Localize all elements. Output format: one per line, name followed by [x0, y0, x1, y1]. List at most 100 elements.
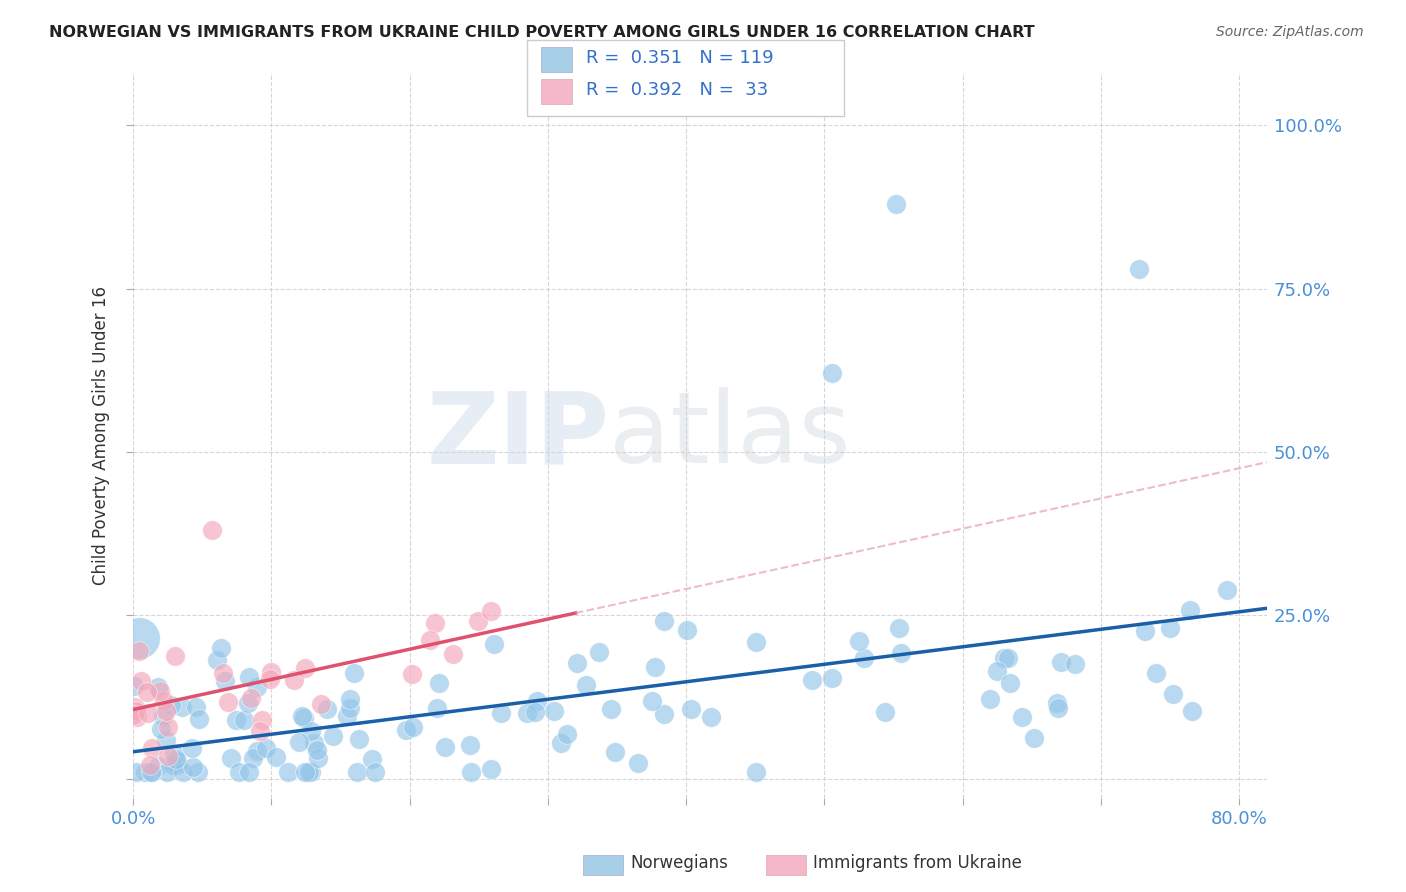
Point — [605, 745, 627, 759]
Point — [1128, 262, 1150, 277]
Point — [307, 743, 329, 757]
Point — [153, 694, 176, 708]
Point — [242, 750, 264, 764]
Point — [125, 710, 148, 724]
Point — [124, 700, 146, 714]
Point — [1159, 621, 1181, 635]
Point — [1049, 655, 1071, 669]
Point — [419, 632, 441, 647]
Point — [309, 697, 332, 711]
Point — [652, 706, 675, 721]
Point — [526, 694, 548, 708]
Point — [700, 709, 723, 723]
Point — [129, 673, 152, 688]
Point — [283, 673, 305, 688]
Point — [1011, 710, 1033, 724]
Point — [232, 713, 254, 727]
Point — [336, 709, 359, 723]
Point — [146, 680, 169, 694]
Point — [599, 702, 621, 716]
Point — [156, 764, 179, 779]
Point — [1144, 665, 1167, 680]
Point — [427, 676, 450, 690]
Point — [205, 653, 228, 667]
Point — [820, 367, 842, 381]
Point — [1046, 696, 1069, 710]
Point — [292, 711, 315, 725]
Point — [479, 762, 502, 776]
Point — [575, 678, 598, 692]
Point — [555, 726, 578, 740]
Point — [550, 736, 572, 750]
Point — [364, 764, 387, 779]
Point — [134, 764, 156, 779]
Point — [1161, 687, 1184, 701]
Point — [240, 690, 263, 705]
Point — [516, 706, 538, 720]
Point — [401, 667, 423, 681]
Point — [821, 671, 844, 685]
Point — [236, 696, 259, 710]
Point — [155, 732, 177, 747]
Point — [299, 724, 322, 739]
Point — [155, 704, 177, 718]
Point — [1178, 603, 1201, 617]
Point — [641, 694, 664, 708]
Point — [125, 704, 148, 718]
Point — [652, 614, 675, 628]
Point — [848, 634, 870, 648]
Point — [250, 713, 273, 727]
Point — [172, 764, 194, 779]
Point — [1133, 624, 1156, 639]
Point — [181, 759, 204, 773]
Point — [259, 672, 281, 686]
Text: Source: ZipAtlas.com: Source: ZipAtlas.com — [1216, 25, 1364, 39]
Point — [644, 660, 666, 674]
Point — [228, 764, 250, 779]
Point — [853, 651, 876, 665]
Point — [141, 741, 163, 756]
Point — [426, 701, 449, 715]
Point — [479, 605, 502, 619]
Point — [884, 196, 907, 211]
Point — [986, 664, 1008, 678]
Point — [160, 698, 183, 713]
Text: NORWEGIAN VS IMMIGRANTS FROM UKRAINE CHILD POVERTY AMONG GIRLS UNDER 16 CORRELAT: NORWEGIAN VS IMMIGRANTS FROM UKRAINE CHI… — [49, 25, 1035, 40]
Point — [152, 708, 174, 723]
Point — [744, 764, 766, 779]
Point — [212, 666, 235, 681]
Point — [460, 764, 482, 779]
Point — [441, 648, 464, 662]
Point — [887, 621, 910, 635]
Point — [165, 649, 187, 664]
Point — [146, 759, 169, 773]
Point — [339, 700, 361, 714]
Point — [165, 752, 187, 766]
Point — [181, 740, 204, 755]
Point — [125, 764, 148, 779]
Point — [1046, 701, 1069, 715]
Point — [135, 685, 157, 699]
Point — [979, 691, 1001, 706]
Y-axis label: Child Poverty Among Girls Under 16: Child Poverty Among Girls Under 16 — [93, 286, 110, 585]
Point — [565, 656, 588, 670]
Point — [294, 764, 316, 779]
Point — [186, 700, 208, 714]
Point — [148, 684, 170, 698]
Point — [315, 702, 337, 716]
Point — [543, 704, 565, 718]
Point — [128, 644, 150, 658]
Point — [360, 752, 382, 766]
Point — [246, 680, 269, 694]
Point — [136, 706, 159, 720]
Point — [349, 732, 371, 747]
Point — [588, 644, 610, 658]
Text: R =  0.392   N =  33: R = 0.392 N = 33 — [586, 81, 769, 99]
Point — [157, 749, 180, 764]
Point — [434, 740, 457, 755]
Point — [260, 665, 283, 679]
Point — [217, 695, 239, 709]
Point — [681, 702, 703, 716]
Point — [1181, 704, 1204, 718]
Point — [873, 705, 896, 719]
